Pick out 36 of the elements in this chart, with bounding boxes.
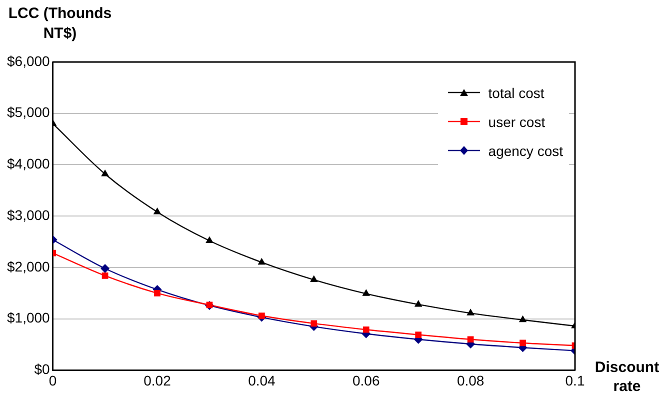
- point: [100, 264, 110, 273]
- point: [102, 272, 108, 279]
- y-tick-label: $4,000: [6, 156, 50, 172]
- legend-label: agency cost: [488, 142, 563, 158]
- y-tick-label: $5,000: [6, 104, 50, 120]
- point: [154, 290, 160, 296]
- point: [206, 236, 214, 244]
- x-tick-label: 0.1: [565, 372, 585, 388]
- y-tick-label: $1,000: [6, 310, 50, 326]
- point: [466, 308, 474, 316]
- x-tick-label: 0.08: [456, 372, 484, 388]
- point: [414, 300, 422, 307]
- x-axis-title: Discount rate: [594, 358, 660, 396]
- y-tick-label: $3,000: [6, 206, 50, 223]
- legend-label: total cost: [488, 84, 544, 100]
- point: [362, 289, 370, 296]
- point: [310, 275, 318, 282]
- x-tick-label: 0.04: [248, 372, 276, 388]
- y-tick-label: $0: [34, 361, 50, 378]
- point: [310, 320, 318, 327]
- y-tick-label: $2,000: [6, 258, 50, 274]
- point: [518, 315, 527, 322]
- point: [153, 207, 162, 214]
- x-tick-label: 0.06: [352, 372, 380, 388]
- point: [362, 326, 370, 333]
- point: [467, 336, 474, 343]
- point: [101, 169, 109, 176]
- x-tick-label: 0: [48, 372, 57, 388]
- point: [520, 340, 526, 346]
- point: [415, 332, 422, 338]
- y-axis-title: LCC (Thounds NT$): [7, 4, 113, 44]
- point: [258, 258, 266, 265]
- y-tick-label: $6,000: [6, 52, 50, 69]
- legend-label: user cost: [488, 114, 546, 130]
- point: [258, 312, 265, 319]
- x-tick-label: 0.02: [144, 372, 172, 388]
